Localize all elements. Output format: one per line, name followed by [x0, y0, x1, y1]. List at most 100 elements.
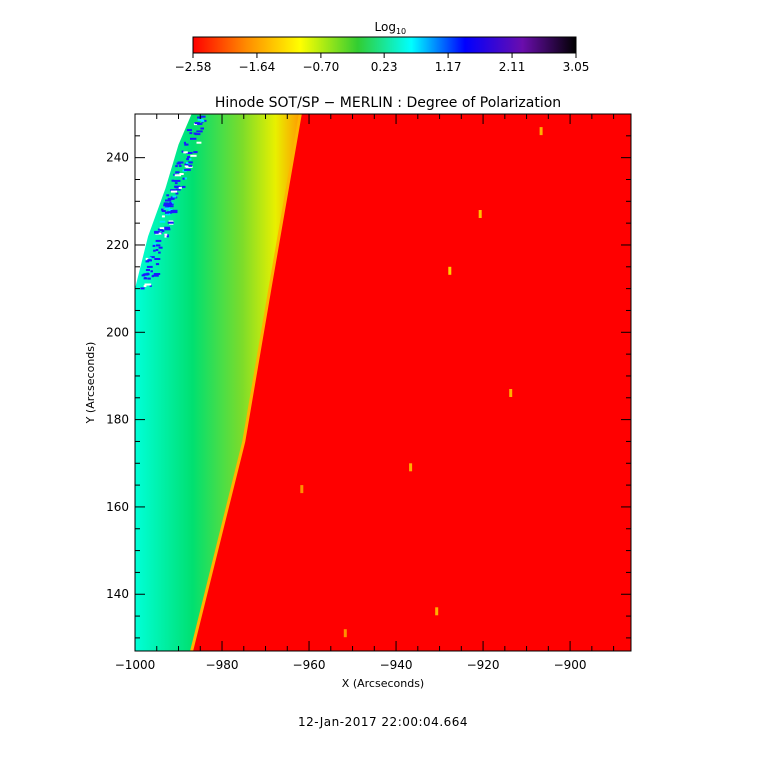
fringe-speck [176, 162, 181, 165]
fringe-speck [161, 210, 166, 212]
fringe-speck [163, 204, 169, 207]
fringe-speck [196, 141, 202, 144]
fringe-speck [145, 260, 150, 263]
plot-frame [134, 113, 632, 652]
bright-feature [409, 463, 413, 472]
colorbar-tick-label: 3.05 [563, 60, 590, 74]
fringe-speck [175, 188, 181, 191]
fringe-speck [188, 161, 193, 164]
y-tick-label: 200 [106, 325, 129, 339]
fringe-speck [175, 171, 180, 174]
x-tick-label: −920 [467, 658, 500, 672]
fringe-speck [153, 273, 161, 275]
fringe-speck [164, 235, 169, 238]
fringe-speck [143, 285, 147, 287]
fringe-speck [157, 228, 161, 231]
fringe-speck [155, 263, 160, 266]
fringe-speck [186, 158, 189, 161]
fringe-speck [169, 201, 172, 204]
y-tick-label: 180 [106, 413, 129, 427]
fringe-speck [149, 284, 152, 287]
fringe-speck [174, 182, 178, 185]
fringe-speck [174, 174, 182, 177]
x-tick-label: −1000 [115, 658, 156, 672]
colorbar-tick-label: −0.70 [303, 60, 340, 74]
bright-feature [478, 210, 482, 218]
y-tick-label: 240 [106, 151, 129, 165]
fringe-speck [158, 246, 163, 249]
x-axis-ticks: −1000 −980 −960 −940 −920 −900 [115, 114, 615, 672]
fringe-speck [182, 177, 185, 180]
fringe-speck [185, 151, 188, 154]
fringe-speck [185, 165, 193, 168]
bright-feature [539, 127, 543, 136]
fringe-speck [186, 152, 193, 154]
fringe-speck [179, 173, 184, 175]
x-tick-label: −940 [380, 658, 413, 672]
fringe-speck [154, 231, 159, 234]
fringe-speck [164, 207, 170, 210]
fringe-speck [150, 270, 153, 273]
fringe-speck [183, 151, 186, 154]
fringe-speck [194, 133, 201, 136]
bright-feature [509, 389, 513, 397]
colorbar-label: Log10 [375, 20, 407, 36]
fringe-speck [153, 242, 157, 245]
fringe-speck [187, 156, 191, 159]
colorbar-tick-label: 2.11 [499, 60, 526, 74]
bright-feature [435, 607, 439, 616]
plot-area: −1000 −980 −960 −940 −920 −900 140 160 180 200 22… [84, 113, 632, 690]
fringe-speck [188, 164, 193, 167]
bright-feature [448, 266, 452, 275]
fringe-speck [164, 202, 169, 205]
fringe-speck [159, 220, 166, 223]
fringe-speck [159, 229, 164, 232]
fringe-speck [167, 221, 174, 224]
fringe-speck [197, 116, 202, 119]
fringe-speck [152, 244, 156, 247]
fringe-speck [149, 256, 152, 259]
fringe-speck [155, 239, 162, 242]
off-limb-region [135, 114, 192, 289]
limb-edge-line [190, 114, 302, 651]
fringe-speck [146, 272, 149, 275]
fringe-speck [175, 192, 179, 195]
observation-timestamp: 12-Jan-2017 22:00:04.664 [297, 715, 469, 729]
fringe-speck [165, 213, 171, 216]
fringe-speck [173, 211, 178, 214]
fringe-speck [170, 210, 173, 212]
fringe-speck [196, 130, 203, 133]
fringe-speck [181, 185, 186, 188]
fringe-speck [175, 165, 178, 168]
fringe-speck [155, 244, 161, 247]
noise-speckles [140, 115, 543, 638]
fringe-speck [161, 215, 165, 218]
fringe-speck [148, 259, 152, 262]
fringe-speck [166, 202, 173, 205]
fringe-speck [164, 228, 171, 231]
fringe-speck [166, 194, 170, 197]
y-tick-label: 140 [106, 587, 129, 601]
y-axis-ticks: 140 160 180 200 220 240 [106, 113, 631, 639]
fringe-speck [197, 118, 204, 121]
fringe-speck [174, 186, 181, 188]
fringe-speck [161, 208, 164, 211]
fringe-speck [193, 151, 198, 154]
fringe-speck [144, 277, 147, 279]
fringe-speck [165, 211, 169, 214]
chart-title: Hinode SOT/SP − MERLIN : Degree of Polar… [215, 95, 561, 111]
fringe-speck [158, 251, 161, 254]
fringe-speck [200, 115, 206, 118]
y-tick-label: 220 [106, 238, 129, 252]
fringe-speck [194, 122, 200, 125]
fringe-speck [170, 189, 176, 192]
colorbar-tick-label: 1.17 [435, 60, 462, 74]
fringe-speck [170, 209, 178, 212]
colorbar-label-subscript: 10 [396, 27, 406, 36]
colorbar-tick-label: −2.58 [175, 60, 212, 74]
fringe-speck [151, 275, 154, 278]
bright-feature [300, 485, 304, 494]
fringe-speck [164, 226, 170, 229]
fringe-speck [154, 258, 161, 260]
fringe-speck [186, 129, 192, 132]
